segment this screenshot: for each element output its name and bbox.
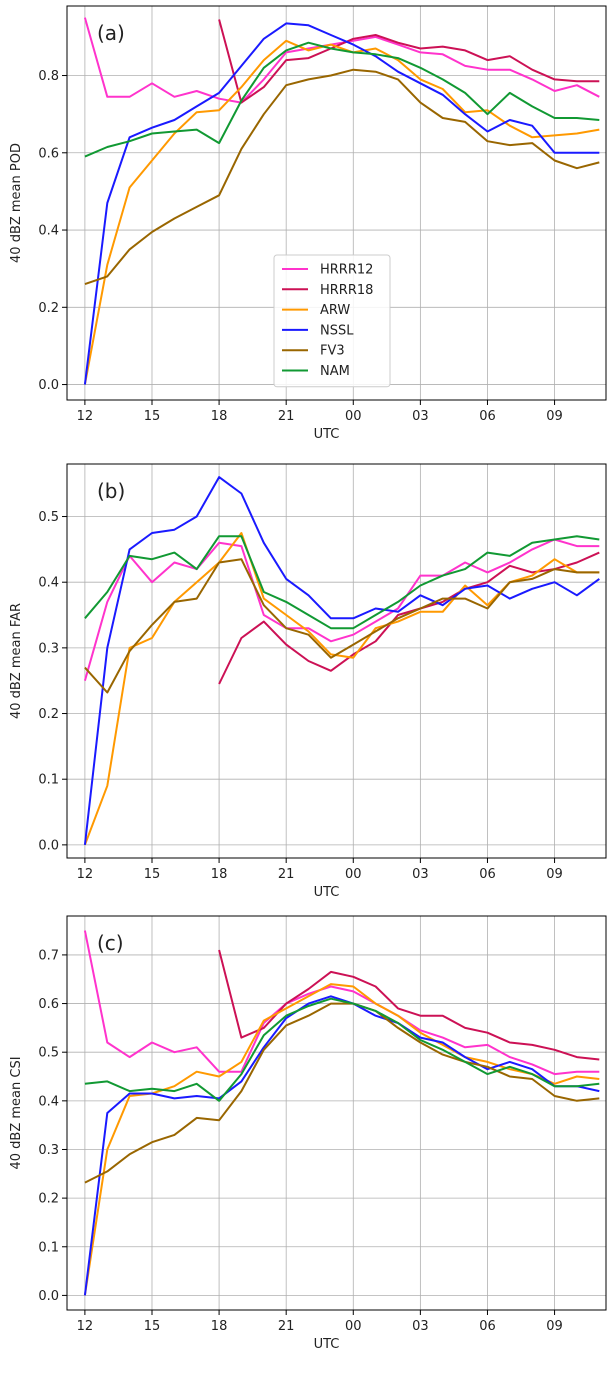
panel-c: 1215182100030609120.00.10.20.30.40.50.60… [9, 915, 607, 1352]
x-tick-label: 18 [211, 1319, 228, 1334]
x-tick-label: 15 [144, 1319, 161, 1334]
y-tick-label: 0.4 [38, 224, 59, 239]
series-line-nam [84, 41, 600, 158]
x-tick-label: 06 [479, 1319, 496, 1334]
y-tick-label: 0.4 [38, 1094, 59, 1109]
series-line-fv3 [84, 558, 600, 694]
x-tick-label: 21 [278, 409, 295, 424]
x-tick-label: 03 [412, 867, 429, 882]
y-tick-label: 0.5 [38, 1046, 59, 1061]
y-tick-label: 0.1 [38, 773, 59, 788]
y-tick-label: 0.3 [38, 1143, 59, 1158]
legend-entry: HRRR18 [320, 283, 373, 298]
series-line-hrrr12 [83, 538, 600, 681]
x-axis-label: UTC [314, 1337, 340, 1352]
y-tick-label: 0.0 [38, 838, 59, 853]
x-tick-label: 18 [211, 867, 228, 882]
series-line-hrrr12 [83, 930, 600, 1076]
series-line-hrrr18 [218, 19, 600, 104]
panel-label: (b) [97, 479, 125, 503]
panel-b: 1215182100030609120.00.10.20.30.40.5UTC4… [9, 463, 607, 900]
y-axis-label: 40 dBZ mean POD [9, 143, 24, 263]
y-tick-label: 0.6 [38, 146, 59, 161]
y-tick-label: 0.8 [38, 69, 59, 84]
x-tick-label: 00 [345, 1319, 362, 1334]
x-axis-label: UTC [314, 885, 340, 900]
series-group [83, 930, 600, 1296]
legend-entry: FV3 [320, 344, 345, 359]
series-line-nam [84, 535, 600, 630]
panel-label: (a) [97, 21, 125, 45]
y-tick-label: 0.7 [38, 948, 59, 963]
series-line-nssl [83, 476, 600, 846]
x-tick-label: 21 [278, 867, 295, 882]
legend-entry: NAM [320, 364, 350, 379]
legend-entry: ARW [320, 303, 350, 318]
legend-box [273, 254, 391, 388]
x-tick-label: 09 [546, 409, 563, 424]
legend: HRRR12 HRRR18 ARW NSSL FV3 NAM [273, 254, 391, 388]
x-tick-label: 03 [412, 409, 429, 424]
series-line-nssl [83, 22, 600, 385]
y-tick-label: 0.4 [38, 576, 59, 591]
panel-label: (c) [97, 931, 124, 955]
y-tick-label: 0.2 [38, 301, 59, 316]
series-line-nam [84, 997, 600, 1102]
y-tick-label: 0.3 [38, 641, 59, 656]
x-axis-label: UTC [314, 427, 340, 442]
legend-entry: NSSL [320, 323, 354, 338]
x-tick-label: 15 [144, 409, 161, 424]
series-line-nssl [83, 995, 600, 1296]
series-line-arw [83, 983, 600, 1296]
series-line-hrrr18 [218, 949, 600, 1061]
plot-frame [66, 463, 607, 859]
series-line-hrrr12 [83, 17, 600, 104]
x-tick-label: 12 [77, 1319, 94, 1334]
plot-frame [66, 5, 607, 401]
series-group [83, 17, 600, 385]
x-tick-label: 12 [77, 409, 94, 424]
series-line-fv3 [84, 1002, 600, 1184]
y-tick-label: 0.0 [38, 378, 59, 393]
x-tick-label: 12 [77, 867, 94, 882]
x-tick-label: 03 [412, 1319, 429, 1334]
series-line-arw [83, 39, 600, 385]
y-tick-label: 0.2 [38, 707, 59, 722]
plot-frame [66, 915, 607, 1311]
y-tick-label: 0.2 [38, 1192, 59, 1207]
y-tick-label: 0.0 [38, 1289, 59, 1304]
x-tick-label: 00 [345, 867, 362, 882]
x-tick-label: 21 [278, 1319, 295, 1334]
x-tick-label: 09 [546, 867, 563, 882]
x-tick-label: 06 [479, 409, 496, 424]
x-tick-label: 00 [345, 409, 362, 424]
y-tick-label: 0.6 [38, 997, 59, 1012]
legend-entry: HRRR12 [320, 263, 373, 278]
x-tick-label: 15 [144, 867, 161, 882]
x-tick-label: 18 [211, 409, 228, 424]
y-axis-label: 40 dBZ mean CSI [9, 1056, 24, 1169]
y-tick-label: 0.5 [38, 510, 59, 525]
series-line-fv3 [84, 68, 600, 286]
y-axis-label: 40 dBZ mean FAR [9, 603, 24, 719]
x-tick-label: 09 [546, 1319, 563, 1334]
y-tick-label: 0.1 [38, 1240, 59, 1255]
x-tick-label: 06 [479, 867, 496, 882]
series-group [83, 476, 600, 846]
